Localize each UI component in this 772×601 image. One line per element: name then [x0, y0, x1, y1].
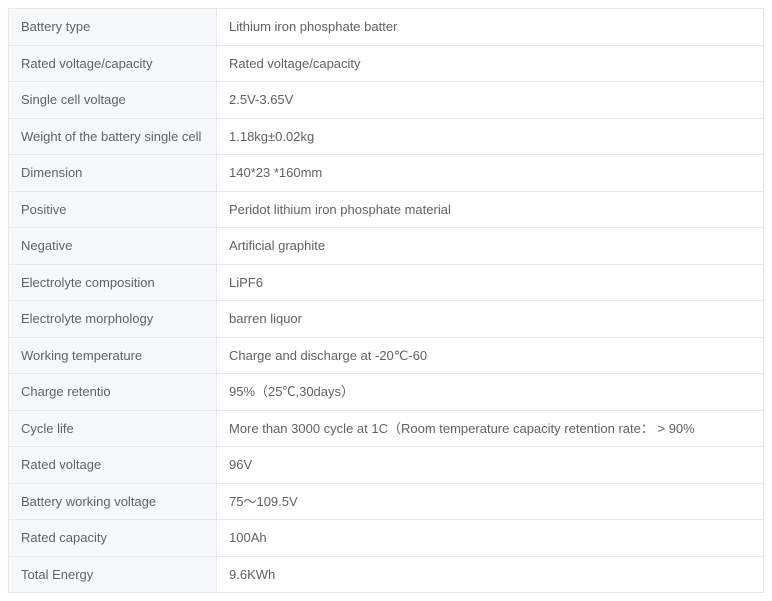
spec-value: LiPF6	[217, 264, 764, 301]
spec-value: 95%（25℃,30days）	[217, 374, 764, 411]
spec-value: Charge and discharge at -20℃-60	[217, 337, 764, 374]
spec-value: 96V	[217, 447, 764, 484]
spec-label: Electrolyte morphology	[9, 301, 217, 338]
table-row: Rated capacity100Ah	[9, 520, 764, 557]
spec-label: Electrolyte composition	[9, 264, 217, 301]
spec-label: Single cell voltage	[9, 82, 217, 119]
spec-label: Rated capacity	[9, 520, 217, 557]
spec-label: Working temperature	[9, 337, 217, 374]
spec-value: Lithium iron phosphate batter	[217, 9, 764, 46]
spec-value: 1.18kg±0.02kg	[217, 118, 764, 155]
spec-label: Dimension	[9, 155, 217, 192]
spec-value: Rated voltage/capacity	[217, 45, 764, 82]
spec-value: More than 3000 cycle at 1C（Room temperat…	[217, 410, 764, 447]
spec-value: barren liquor	[217, 301, 764, 338]
spec-label: Positive	[9, 191, 217, 228]
spec-table-body: Battery typeLithium iron phosphate batte…	[9, 9, 764, 593]
table-row: Total Energy9.6KWh	[9, 556, 764, 593]
spec-label: Charge retentio	[9, 374, 217, 411]
spec-value: Peridot lithium iron phosphate material	[217, 191, 764, 228]
table-row: Electrolyte compositionLiPF6	[9, 264, 764, 301]
spec-value: Artificial graphite	[217, 228, 764, 265]
spec-value: 2.5V-3.65V	[217, 82, 764, 119]
table-row: Cycle lifeMore than 3000 cycle at 1C（Roo…	[9, 410, 764, 447]
table-row: Single cell voltage2.5V-3.65V	[9, 82, 764, 119]
table-row: Dimension140*23 *160mm	[9, 155, 764, 192]
table-row: Battery working voltage75～109.5V	[9, 483, 764, 520]
spec-label: Cycle life	[9, 410, 217, 447]
spec-label: Battery working voltage	[9, 483, 217, 520]
spec-value: 75～109.5V	[217, 483, 764, 520]
table-row: Charge retentio95%（25℃,30days）	[9, 374, 764, 411]
spec-label: Total Energy	[9, 556, 217, 593]
table-row: PositivePeridot lithium iron phosphate m…	[9, 191, 764, 228]
spec-label: Battery type	[9, 9, 217, 46]
spec-label: Rated voltage/capacity	[9, 45, 217, 82]
spec-label: Negative	[9, 228, 217, 265]
spec-label: Weight of the battery single cell	[9, 118, 217, 155]
table-row: Working temperatureCharge and discharge …	[9, 337, 764, 374]
table-row: NegativeArtificial graphite	[9, 228, 764, 265]
spec-table: Battery typeLithium iron phosphate batte…	[8, 8, 764, 593]
spec-value: 140*23 *160mm	[217, 155, 764, 192]
table-row: Rated voltage/capacityRated voltage/capa…	[9, 45, 764, 82]
spec-value: 9.6KWh	[217, 556, 764, 593]
table-row: Battery typeLithium iron phosphate batte…	[9, 9, 764, 46]
table-row: Weight of the battery single cell1.18kg±…	[9, 118, 764, 155]
spec-value: 100Ah	[217, 520, 764, 557]
table-row: Rated voltage96V	[9, 447, 764, 484]
table-row: Electrolyte morphologybarren liquor	[9, 301, 764, 338]
spec-label: Rated voltage	[9, 447, 217, 484]
